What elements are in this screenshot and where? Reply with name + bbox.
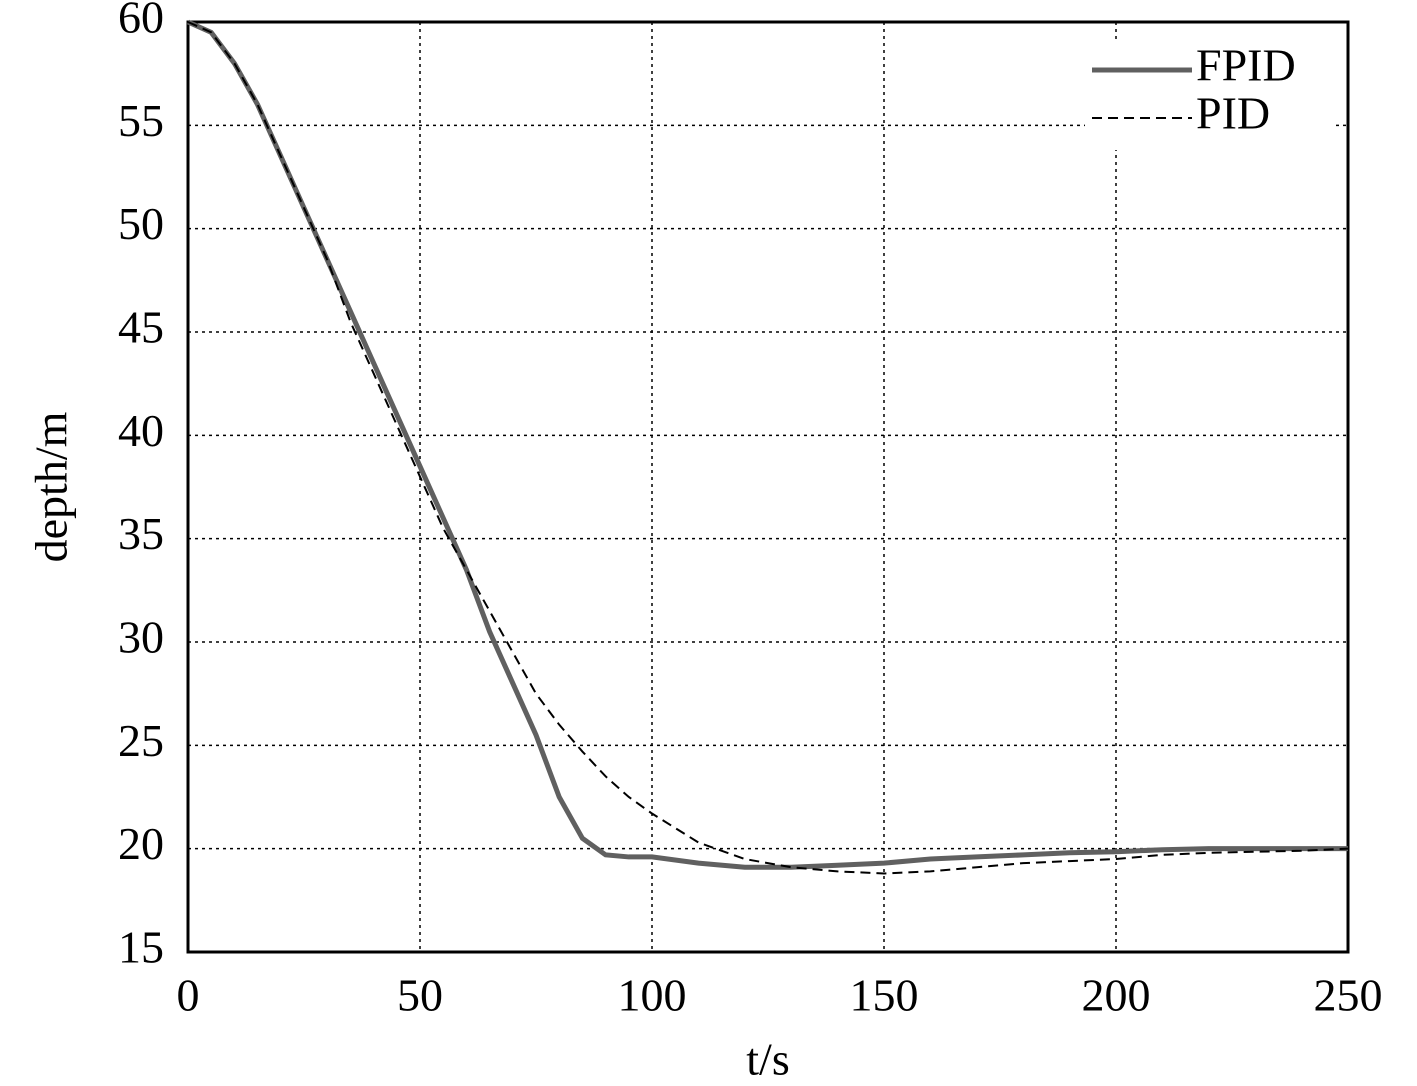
x-tick-label: 50 xyxy=(397,970,443,1021)
legend-box xyxy=(1085,40,1335,150)
plot-frame xyxy=(186,20,1350,954)
x-tick-label: 150 xyxy=(850,970,919,1021)
legend-label: PID xyxy=(1196,88,1270,139)
legend-label: FPID xyxy=(1196,40,1296,91)
x-tick-label: 0 xyxy=(177,970,200,1021)
y-tick-label: 40 xyxy=(118,405,164,456)
y-tick-label: 15 xyxy=(118,922,164,973)
y-tick-label: 50 xyxy=(118,198,164,249)
y-tick-label: 45 xyxy=(118,302,164,353)
line-series xyxy=(186,19,1348,870)
x-tick-label: 100 xyxy=(618,970,687,1021)
y-tick-label: 60 xyxy=(118,0,164,43)
y-tick-label: 20 xyxy=(118,818,164,869)
y-axis-label: depth/m xyxy=(26,411,77,562)
x-tick-label: 250 xyxy=(1314,970,1383,1021)
y-tick-label: 25 xyxy=(118,715,164,766)
y-tick-label: 30 xyxy=(118,612,164,663)
x-tick-label: 200 xyxy=(1082,970,1151,1021)
x-axis-label: t/s xyxy=(746,1034,789,1085)
y-tick-label: 35 xyxy=(118,508,164,559)
y-tick-label: 55 xyxy=(118,95,164,146)
line-series xyxy=(187,21,1349,875)
